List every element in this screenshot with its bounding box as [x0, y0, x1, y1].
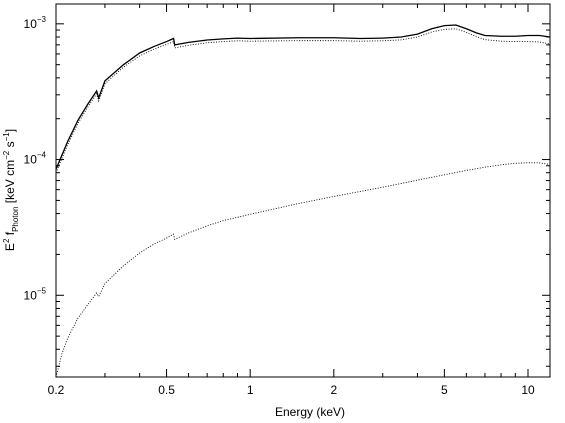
axis-ticks: [55, 4, 550, 377]
x-tick-label: 0.2: [48, 383, 65, 397]
series-group: [55, 24, 551, 378]
x-axis-label: Energy (keV): [275, 405, 345, 419]
y-tick-mantissa: 10: [24, 288, 38, 302]
x-tick-label: 0.5: [158, 383, 175, 397]
y-label-sup1: 2: [2, 238, 11, 243]
y-tick-label: 10−5: [24, 286, 47, 302]
y-label-bracket-open: [keV cm: [3, 160, 17, 207]
y-label-base: E: [3, 243, 17, 251]
y-label-sup2: −2: [2, 150, 11, 160]
series-line-1: [55, 24, 551, 170]
plot-frame: [55, 3, 551, 378]
y-label-bracket-close: ]: [3, 129, 17, 132]
y-tick-exponent: −3: [37, 15, 47, 24]
y-tick-label: 10−3: [24, 15, 47, 31]
y-axis-label: E2 fPhoton [keV cm−2 s−1]: [2, 129, 20, 251]
y-tick-mantissa: 10: [24, 153, 38, 167]
x-tick-label: 5: [441, 383, 448, 397]
series-line-3: [55, 162, 551, 378]
y-tick-exponent: −4: [37, 151, 47, 160]
y-tick-mantissa: 10: [24, 17, 38, 31]
y-tick-label: 10−4: [24, 151, 47, 167]
y-label-mid2: s: [3, 141, 17, 150]
series-line-2: [55, 28, 551, 173]
x-tick-label: 1: [247, 383, 254, 397]
y-tick-exponent: −5: [37, 286, 47, 295]
y-label-sup3: −1: [2, 132, 11, 142]
y-label-mid: f: [3, 231, 17, 238]
y-label-sub: Photon: [11, 207, 20, 232]
x-tick-label: 2: [330, 383, 337, 397]
x-tick-label: 10: [521, 383, 535, 397]
